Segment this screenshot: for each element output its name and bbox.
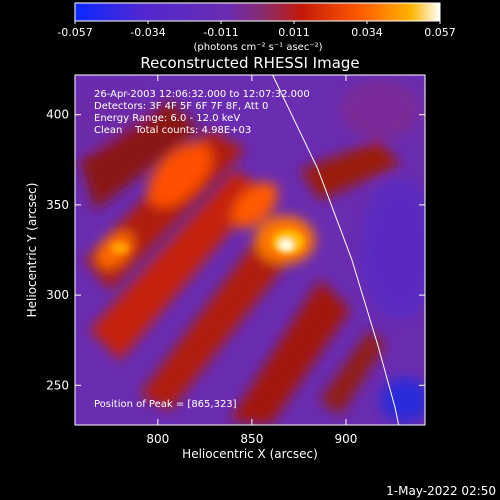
colorbar-tick-label: 0.011 [278,26,310,39]
y-axis: 250 300 350 400 [46,108,425,392]
colorbar-tick-label: 0.034 [351,26,383,39]
footer-timestamp: 1-May-2022 02:50 [386,484,496,498]
chart-title: Reconstructed RHESSI Image [140,54,359,72]
info-line: Clean Total counts: 4.98E+03 [94,125,251,136]
colorbar-unit-label: (photons cm⁻² s⁻¹ asec⁻²) [193,42,322,53]
y-tick-label: 350 [46,198,69,212]
colorbar-gradient [74,2,441,22]
colorbar-tick-label: -0.011 [203,26,238,39]
heatmap-image [75,75,425,425]
colorbar-ticks [74,21,441,24]
colorbar: -0.057 -0.034 -0.011 0.011 0.034 0.057 (… [57,2,456,53]
x-tick-label: 800 [146,432,169,446]
y-tick-label: 400 [46,108,69,122]
colorbar-tick-label: -0.057 [57,26,92,39]
colorbar-tick-label: -0.034 [130,26,165,39]
info-line: 26-Apr-2003 12:06:32.000 to 12:07:32.000 [94,89,310,100]
info-line: Detectors: 3F 4F 5F 6F 7F 8F, Att 0 [94,101,268,112]
colorbar-tick-label: 0.057 [424,26,456,39]
peak-position-label: Position of Peak = [865,323] [94,399,237,410]
info-block: 26-Apr-2003 12:06:32.000 to 12:07:32.000… [94,89,310,136]
x-tick-label: 850 [240,432,263,446]
plot-frame [74,74,426,426]
x-axis: 800 850 900 [146,75,357,446]
y-tick-label: 300 [46,288,69,302]
y-tick-label: 250 [46,378,69,392]
x-axis-label: Heliocentric X (arcsec) [182,447,318,461]
x-tick-label: 900 [335,432,358,446]
info-line: Energy Range: 6.0 - 12.0 keV [94,113,240,124]
y-axis-label: Heliocentric Y (arcsec) [25,183,39,318]
solar-limb-curve [272,75,400,425]
